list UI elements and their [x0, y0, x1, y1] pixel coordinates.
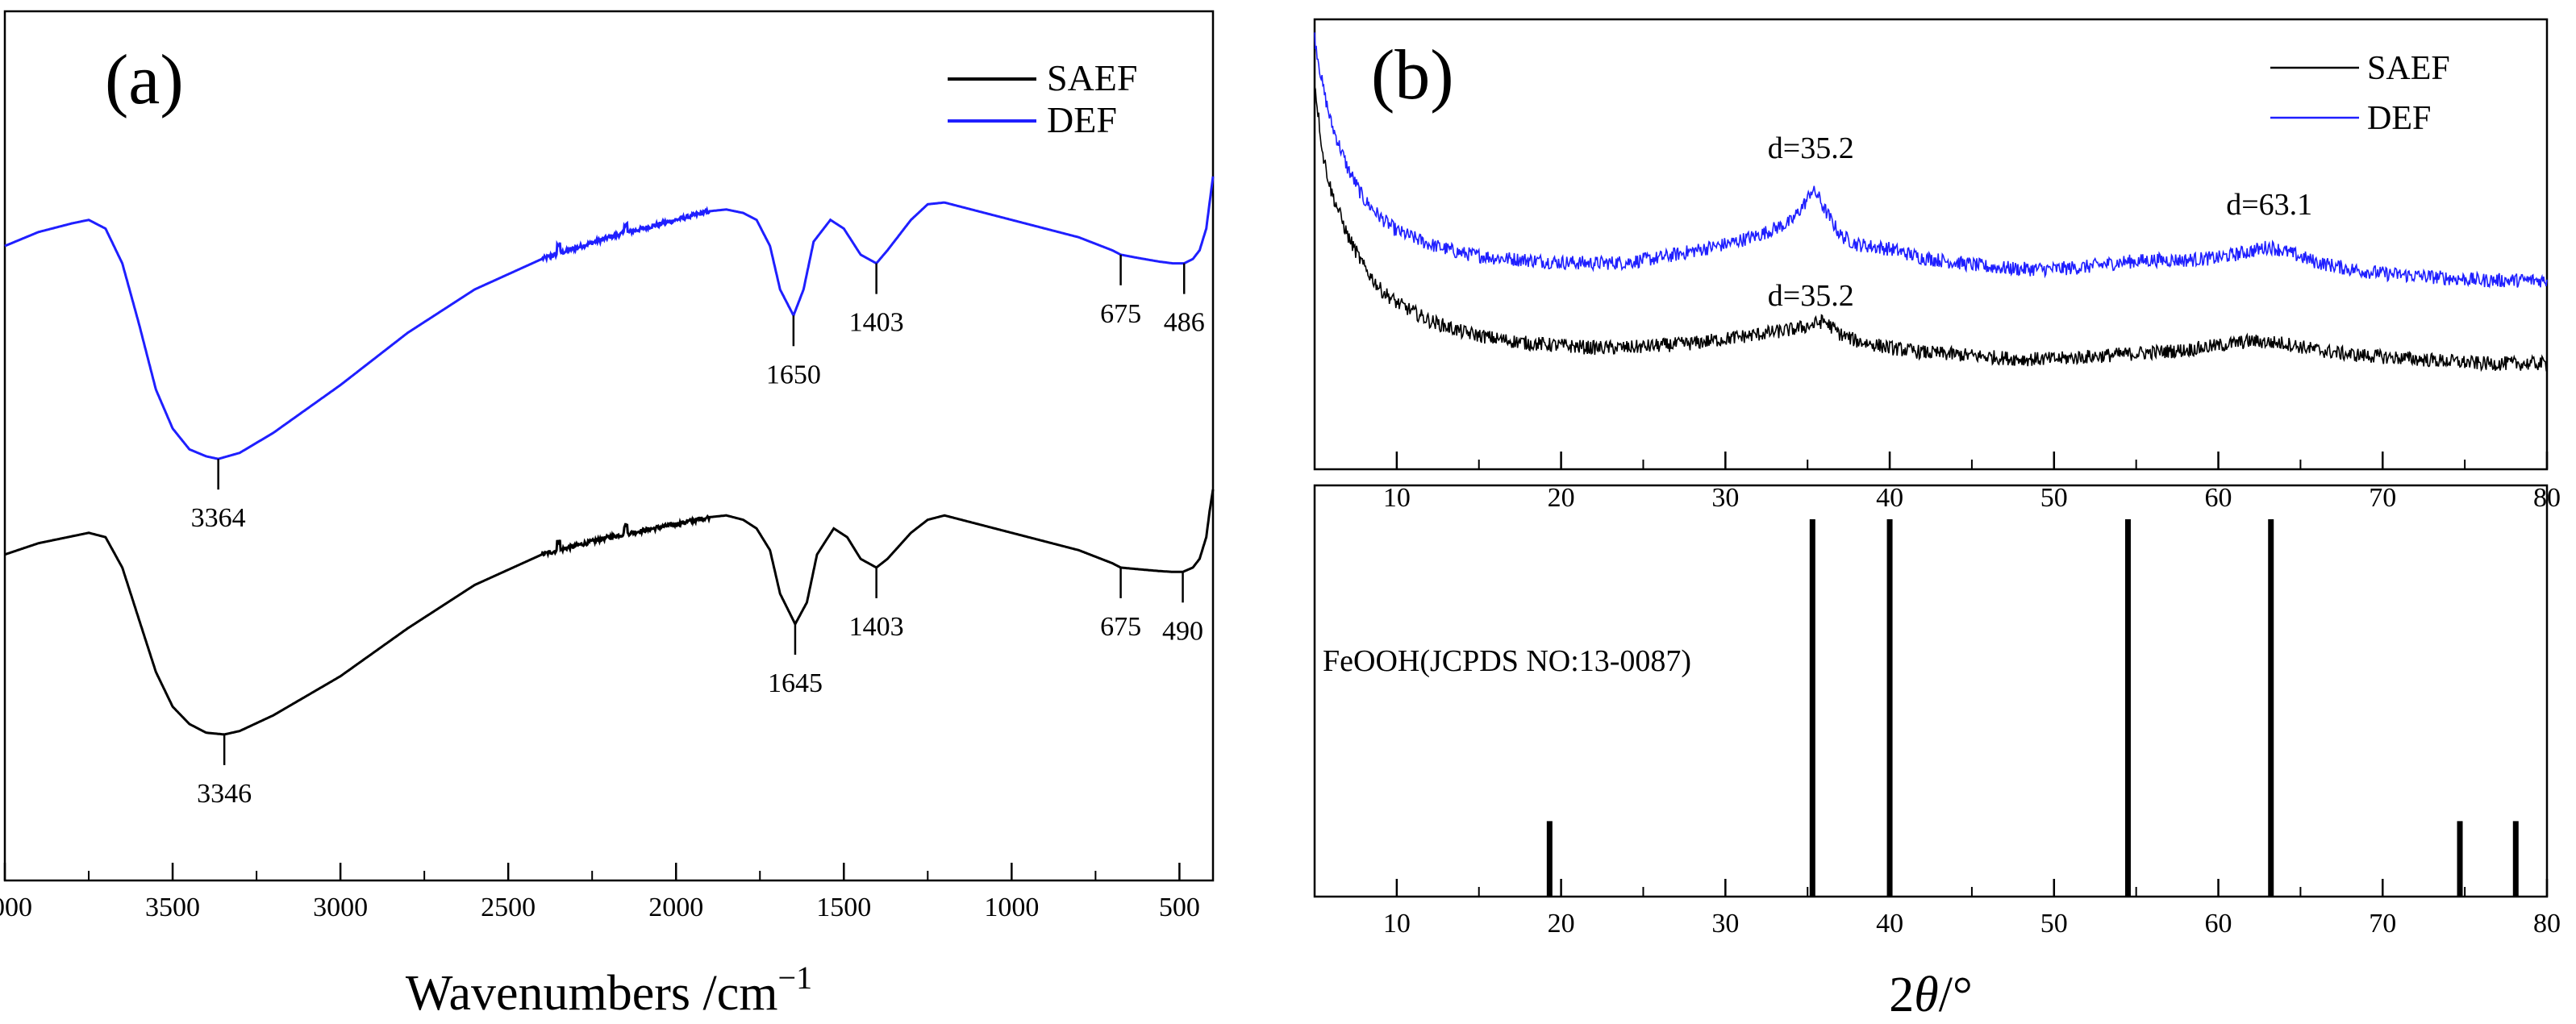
xrd-legend: SAEF DEF [2270, 50, 2450, 137]
reference-tick-label: 20 [1548, 909, 1575, 939]
ftir-tick-label: 2000 [648, 893, 703, 922]
ftir-peak-label: 1650 [766, 360, 821, 389]
ftir-tick-label: 1000 [984, 893, 1039, 922]
ftir-panel: 4000 3500 3000 2500 2000 1500 1000 500 3364 1650… [0, 10, 1215, 1021]
xrd-series-def [1314, 32, 2548, 289]
ftir-plot-frame [3, 10, 1215, 882]
reference-x-ticks: 10 20 30 40 50 60 70 80 [1383, 879, 2561, 939]
xrd-series-saef [1314, 86, 2548, 373]
ftir-tick-label: 2500 [481, 893, 536, 922]
ftir-peak-label: 490 [1162, 616, 1203, 646]
ftir-tick-label: 4000 [0, 893, 32, 922]
ftir-tick-label: 500 [1159, 893, 1200, 922]
ftir-peak-label: 675 [1100, 299, 1141, 329]
reference-tick-label: 30 [1711, 909, 1739, 939]
ftir-tick-label: 1500 [816, 893, 871, 922]
reference-tick-label: 40 [1876, 909, 1903, 939]
reference-tick-label: 60 [2205, 909, 2232, 939]
reference-tick-label: 50 [2040, 909, 2068, 939]
xrd-tick-label: 70 [2369, 483, 2396, 513]
ftir-peak-label: 1403 [849, 308, 904, 338]
ftir-series-layer [4, 176, 1215, 736]
ftir-x-axis-title-superscript: −1 [778, 959, 813, 996]
ftir-peak-label: 3364 [191, 503, 246, 533]
xrd-d-spacing-label: d=35.2 [1768, 279, 1854, 313]
ftir-tick-label: 3000 [313, 893, 368, 922]
xrd-series-layer [1314, 32, 2548, 373]
reference-plot-frame [1313, 484, 2549, 898]
xrd-annotations-layer: d=35.2 d=63.1 d=35.2 [1768, 131, 2312, 313]
xrd-d-spacing-label: d=35.2 [1768, 131, 1854, 165]
ftir-peak-label: 3346 [197, 779, 252, 809]
ftir-legend-label-def: DEF [1047, 99, 1117, 140]
reference-tick-label: 70 [2369, 909, 2396, 939]
xrd-panel: 10 20 30 40 50 60 70 80 d=35.2d=63.1d=35.2 (b) … [1313, 18, 2561, 513]
xrd-legend-label-saef: SAEF [2367, 50, 2450, 87]
xrd-tick-label: 40 [1876, 483, 1903, 513]
xrd-legend-label-def: DEF [2367, 100, 2431, 137]
reference-tick-label: 10 [1383, 909, 1411, 939]
ftir-tick-label: 3500 [145, 893, 200, 922]
reference-x-axis-title: 2θ/° [1889, 968, 1973, 1022]
reference-panel: 10 20 30 40 50 60 70 80 FeOOH(JCPDS NO:13-0087)… [1313, 484, 2561, 1022]
ftir-peak-label: 675 [1100, 612, 1141, 642]
ftir-x-axis-title: Wavenumbers /cm−1 [406, 959, 812, 1021]
ftir-peak-label: 1645 [768, 668, 823, 698]
xrd-x-ticks: 10 20 30 40 50 60 70 80 [1383, 452, 2561, 513]
reference-x-axis-title-theta: θ [1914, 968, 1938, 1022]
xrd-tick-label: 20 [1548, 483, 1575, 513]
ftir-panel-label: (a) [105, 41, 184, 119]
ftir-x-ticks: 4000 3500 3000 2500 2000 1500 1000 500 [0, 863, 1200, 922]
ftir-peak-label: 1403 [849, 612, 904, 642]
ftir-annotations-layer: 3364 1650 1403 675 486 3346 1645 1403 675 490 [191, 254, 1205, 809]
xrd-tick-label: 50 [2040, 483, 2068, 513]
reference-pattern-label: FeOOH(JCPDS NO:13-0087) [1323, 644, 1691, 678]
reference-tick-label: 80 [2533, 909, 2561, 939]
ftir-series-saef [4, 489, 1215, 736]
ftir-x-axis-title-main: Wavenumbers /cm [406, 966, 778, 1021]
xrd-panel-label: (b) [1371, 36, 1454, 114]
reference-sticks-layer [1546, 519, 2519, 897]
xrd-tick-label: 30 [1711, 483, 1739, 513]
xrd-tick-label: 10 [1383, 483, 1411, 513]
xrd-plot-frame [1313, 18, 2549, 471]
ftir-legend: SAEF DEF [948, 57, 1137, 140]
ftir-legend-label-saef: SAEF [1047, 57, 1137, 98]
xrd-d-spacing-label: d=63.1 [2226, 188, 2312, 222]
ftir-series-def [4, 176, 1215, 460]
xrd-tick-label: 60 [2205, 483, 2232, 513]
ftir-peak-label: 486 [1164, 308, 1205, 338]
